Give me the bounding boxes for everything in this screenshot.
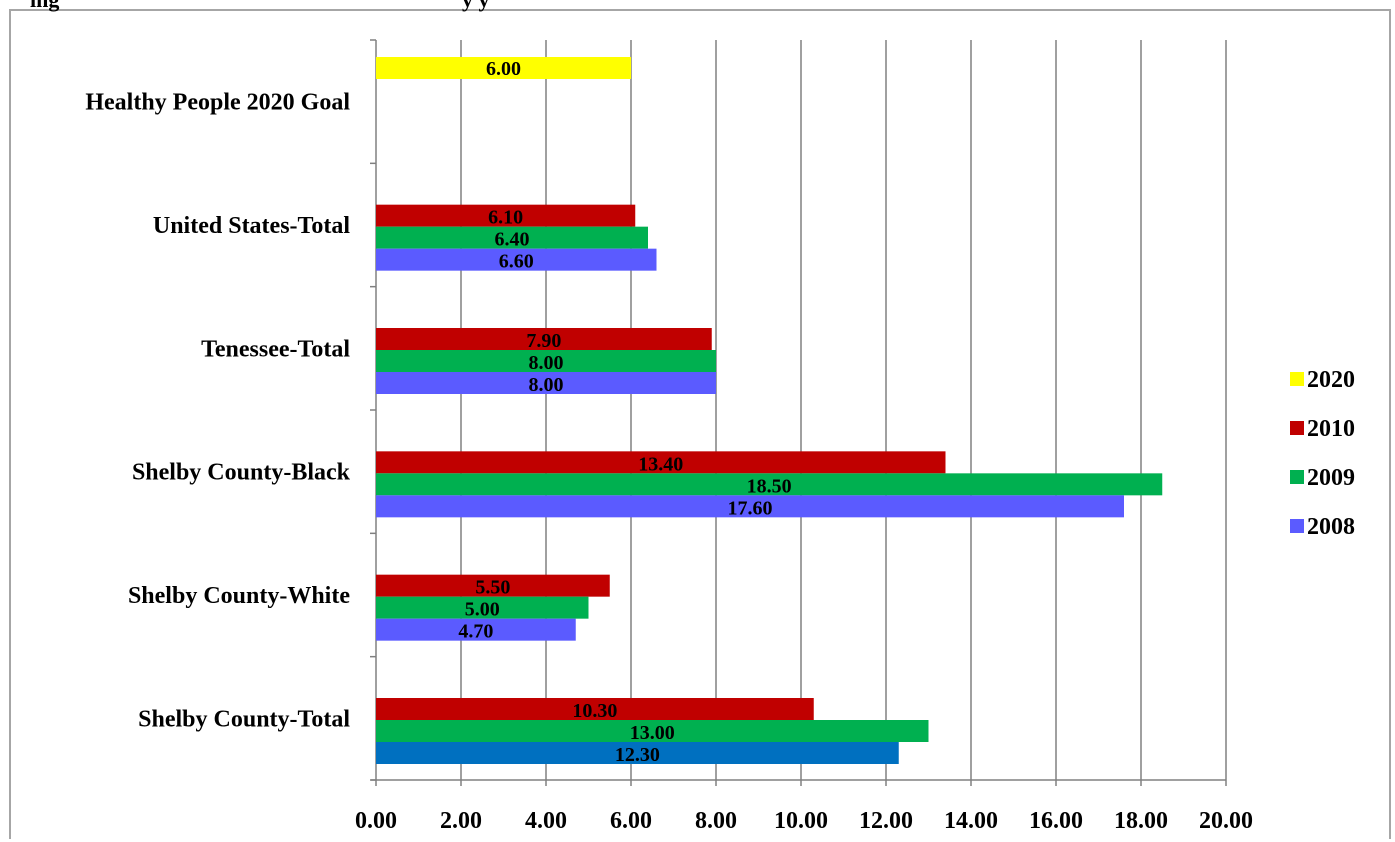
bar-2008[interactable] [376,742,899,764]
data-label: 6.00 [486,58,521,80]
data-label: 5.00 [465,599,500,621]
data-label: 8.00 [529,352,564,374]
bar-2008[interactable] [376,495,1124,518]
data-label: 10.30 [572,700,617,722]
chart-title-fragment: ing y y [30,0,490,12]
data-label: 7.90 [526,330,561,352]
bar-2008[interactable] [376,618,576,641]
category-label: Shelby County-Total [138,706,350,732]
bar-2009[interactable] [376,720,929,742]
bar-2020[interactable] [376,57,631,79]
bar-2010[interactable] [376,451,946,474]
legend-label-2008: 2008 [1307,514,1355,540]
category-label: United States-Total [153,213,350,239]
data-label: 13.40 [638,453,683,475]
data-label: 4.70 [458,621,493,643]
x-tick-label: 14.00 [944,808,998,834]
data-label: 6.40 [495,229,530,251]
legend-swatch-2020 [1290,372,1304,386]
chart-frame [9,9,1391,839]
data-label: 5.50 [475,577,510,599]
data-label: 12.30 [615,744,660,766]
legend-label-2020: 2020 [1307,367,1355,393]
title-fragment-left: ing [30,0,59,12]
bar-2009[interactable] [376,350,716,372]
data-label: 17.60 [728,497,773,519]
bar-2010[interactable] [376,204,636,227]
x-tick-label: 2.00 [440,808,482,834]
bar-2009[interactable] [376,473,1163,496]
bar-2008[interactable] [376,248,657,271]
data-label: 13.00 [630,722,675,744]
legend-swatch-2009 [1290,470,1304,484]
legend-swatch-2010 [1290,421,1304,435]
x-tick-label: 0.00 [355,808,397,834]
data-label: 18.50 [747,475,792,497]
x-tick-label: 12.00 [859,808,913,834]
legend-label-2010: 2010 [1307,416,1355,442]
bar-2008[interactable] [376,372,716,394]
x-tick-label: 20.00 [1199,808,1253,834]
x-tick-label: 8.00 [695,808,737,834]
bar-2009[interactable] [376,226,648,249]
bar-2010[interactable] [376,698,814,720]
title-fragment-right: y y [462,0,490,13]
x-tick-label: 18.00 [1114,808,1168,834]
bar-2010[interactable] [376,328,712,350]
category-label: Shelby County-Black [132,460,351,486]
legend-label-2009: 2009 [1307,465,1355,491]
category-label: Tenessee-Total [201,336,350,362]
data-label: 6.10 [488,207,523,229]
bar-2009[interactable] [376,596,589,619]
x-tick-label: 10.00 [774,808,828,834]
data-label: 6.60 [499,251,534,273]
x-tick-label: 6.00 [610,808,652,834]
data-label: 8.00 [529,374,564,396]
x-tick-label: 4.00 [525,808,567,834]
category-label: Healthy People 2020 Goal [85,90,350,116]
category-label: Shelby County-White [128,583,350,609]
x-tick-label: 16.00 [1029,808,1083,834]
legend-swatch-2008 [1290,519,1304,533]
bar-2010[interactable] [376,574,610,597]
